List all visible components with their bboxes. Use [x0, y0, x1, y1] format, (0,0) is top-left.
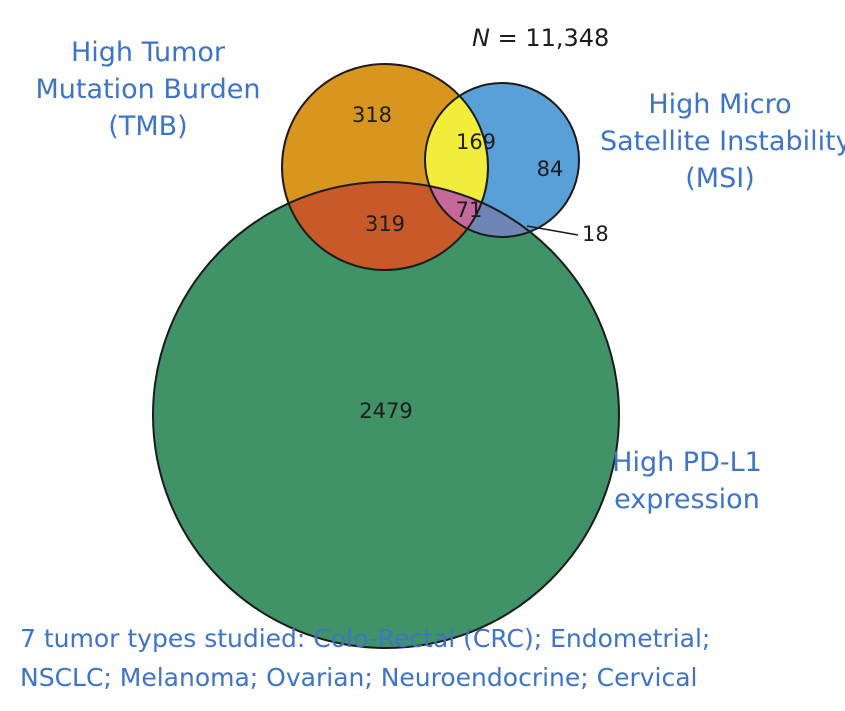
tumor-types-caption-line: NSCLC; Melanoma; Ovarian; Neuroendocrine… — [20, 663, 698, 692]
pdl1-label-line: expression — [614, 484, 760, 515]
count-msi-pdl1: 18 — [582, 222, 609, 246]
tumor-types-caption-line: 7 tumor types studied: Colo-Rectal (CRC)… — [20, 624, 711, 653]
total-symbol: N — [472, 24, 490, 52]
msi-label-line: High Micro — [648, 89, 792, 120]
count-tmb-msi: 169 — [456, 130, 496, 154]
tmb-label-line: High Tumor — [70, 37, 226, 68]
pdl1-label: High PD-L1 expression — [592, 444, 782, 518]
pdl1-label-line: High PD-L1 — [612, 447, 762, 478]
count-tmb-msi-pdl1: 71 — [456, 198, 483, 222]
tmb-label-line: (TMB) — [108, 111, 188, 142]
total-value: = 11,348 — [497, 24, 610, 52]
tmb-outline — [281, 63, 489, 271]
msi-pdl1-callout-line — [526, 225, 579, 236]
tmb-label-line: Mutation Burden — [35, 74, 261, 105]
msi-label: High Micro Satellite Instability (MSI) — [600, 86, 845, 197]
pdl1-circle — [153, 182, 619, 648]
msi-outline — [424, 82, 580, 238]
msi-label-line: (MSI) — [685, 163, 755, 194]
count-tmb-only: 318 — [352, 103, 392, 127]
tmb-label: High Tumor Mutation Burden (TMB) — [28, 34, 268, 145]
count-pdl1-only: 2479 — [359, 399, 412, 423]
count-tmb-pdl1: 319 — [365, 212, 405, 236]
msi-label-line: Satellite Instability — [600, 126, 845, 157]
pdl1-outline — [152, 181, 620, 649]
count-msi-only: 84 — [537, 157, 564, 181]
total-sample-size: N = 11,348 — [472, 24, 609, 52]
